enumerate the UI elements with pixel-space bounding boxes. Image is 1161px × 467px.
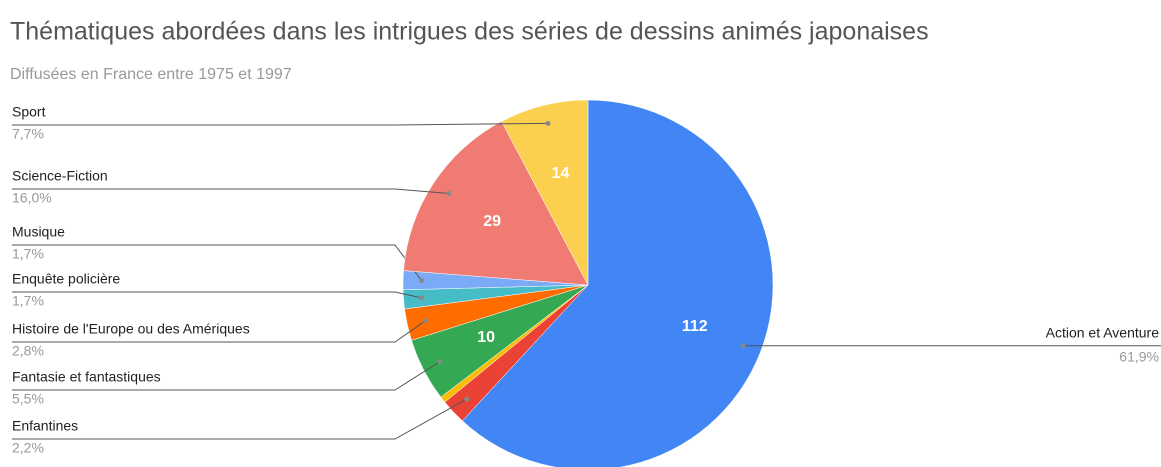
leader-dot [419, 278, 425, 284]
leader-dot [422, 318, 428, 324]
label-percent: 1,7% [12, 293, 44, 309]
label-percent: 5,5% [12, 391, 44, 407]
label-percent: 16,0% [12, 190, 52, 206]
label-name: Action et Aventure [1046, 324, 1160, 340]
label-name: Enfantines [12, 418, 78, 434]
slice-label: 29 [483, 213, 501, 230]
label-percent: 1,7% [12, 246, 44, 262]
pie-slice [403, 121, 589, 286]
leader-dot [419, 295, 425, 301]
label-percent: 2,2% [12, 440, 44, 456]
slice-label: 112 [682, 318, 708, 335]
leader-line [12, 398, 467, 440]
label-name: Sport [12, 104, 46, 120]
label-name: Fantasie et fantastiques [12, 369, 161, 385]
leader-dot [464, 396, 470, 402]
slice-label: 10 [477, 329, 495, 346]
chart-subtitle: Diffusées en France entre 1975 et 1997 [10, 66, 292, 83]
leader-dot [446, 191, 452, 197]
label-percent: 7,7% [12, 126, 44, 142]
leader-line [12, 188, 449, 195]
leader-dot [437, 358, 443, 364]
leader-dot [740, 343, 746, 349]
leader-line [12, 122, 548, 126]
label-name: Musique [12, 224, 65, 240]
label-percent: 2,8% [12, 343, 44, 359]
chart-title: Thématiques abordées dans les intrigues … [10, 18, 929, 46]
label-percent: 61,9% [1119, 348, 1159, 364]
leader-dot [545, 120, 551, 126]
pie-slice [501, 99, 589, 286]
leader-line [12, 361, 441, 391]
label-name: Histoire de l'Europe ou des Amériques [12, 321, 250, 337]
slice-label: 14 [552, 165, 570, 182]
leader-line [12, 291, 423, 299]
leader-line [12, 320, 426, 343]
label-name: Enquête policière [12, 271, 120, 287]
label-name: Science-Fiction [12, 168, 108, 184]
